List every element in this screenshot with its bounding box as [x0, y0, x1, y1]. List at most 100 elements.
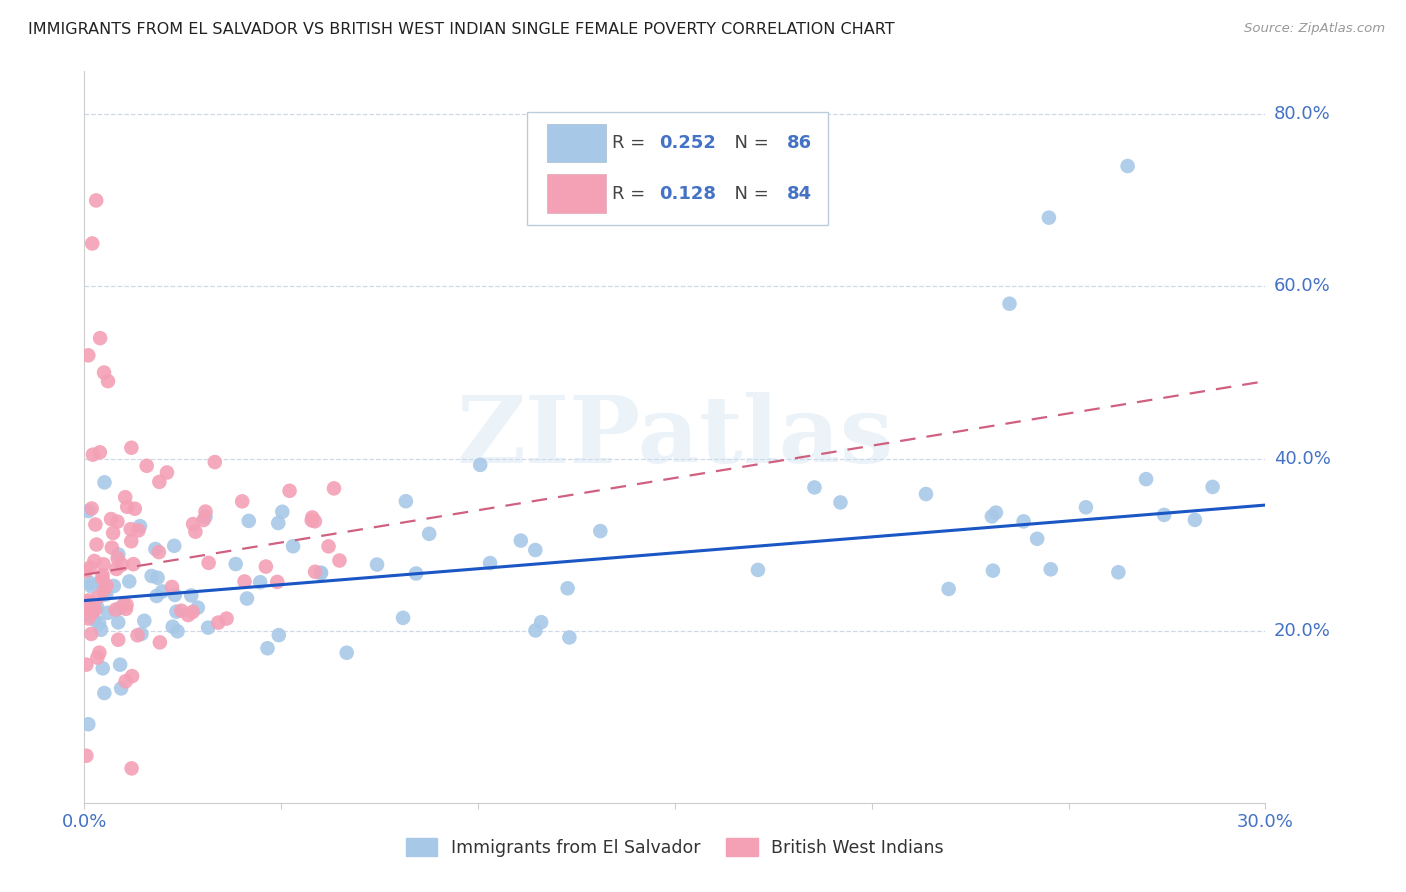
- Point: [747, 563, 769, 577]
- Point: [184, 524, 207, 539]
- Point: [150, 584, 173, 599]
- Point: [114, 674, 136, 689]
- Point: [93, 366, 115, 380]
- Point: [236, 591, 259, 606]
- Point: [156, 466, 179, 480]
- Point: [129, 519, 152, 533]
- Point: [90, 575, 112, 590]
- Point: [146, 571, 169, 585]
- Point: [1135, 472, 1157, 486]
- Point: [115, 602, 138, 616]
- Point: [278, 483, 301, 498]
- Point: [177, 608, 200, 623]
- Text: R =: R =: [612, 185, 651, 202]
- Point: [80, 579, 103, 593]
- Point: [1039, 562, 1062, 576]
- Point: [1026, 532, 1049, 546]
- Point: [366, 558, 388, 572]
- Point: [193, 513, 215, 527]
- Point: [96, 578, 118, 592]
- Point: [197, 556, 219, 570]
- Point: [395, 494, 418, 508]
- Point: [83, 613, 105, 627]
- Point: [107, 615, 129, 630]
- Point: [207, 615, 229, 630]
- Point: [91, 571, 114, 585]
- Point: [145, 589, 167, 603]
- Point: [96, 587, 118, 601]
- Point: [93, 558, 115, 572]
- Text: IMMIGRANTS FROM EL SALVADOR VS BRITISH WEST INDIAN SINGLE FEMALE POVERTY CORRELA: IMMIGRANTS FROM EL SALVADOR VS BRITISH W…: [28, 22, 894, 37]
- Point: [181, 516, 204, 531]
- Text: 20.0%: 20.0%: [1274, 622, 1330, 640]
- Point: [256, 641, 278, 656]
- Point: [114, 490, 136, 504]
- Point: [86, 650, 108, 665]
- Point: [194, 509, 217, 524]
- Point: [82, 236, 104, 251]
- Point: [105, 562, 128, 576]
- Text: 60.0%: 60.0%: [1274, 277, 1330, 295]
- Point: [318, 540, 340, 554]
- Point: [309, 566, 332, 580]
- Point: [166, 624, 188, 639]
- Point: [97, 374, 120, 388]
- Point: [938, 582, 960, 596]
- Point: [104, 602, 127, 616]
- Point: [170, 604, 193, 618]
- Point: [90, 623, 112, 637]
- Point: [135, 458, 157, 473]
- Point: [309, 566, 332, 581]
- Point: [112, 598, 135, 612]
- Point: [163, 588, 186, 602]
- Point: [77, 348, 100, 362]
- FancyBboxPatch shape: [547, 124, 606, 162]
- Point: [470, 458, 492, 472]
- Point: [215, 611, 238, 625]
- Point: [557, 582, 579, 596]
- Point: [91, 568, 114, 582]
- Point: [107, 632, 129, 647]
- Point: [163, 539, 186, 553]
- Point: [1184, 513, 1206, 527]
- Point: [181, 605, 204, 619]
- Point: [75, 564, 97, 578]
- Point: [981, 564, 1004, 578]
- Point: [100, 512, 122, 526]
- Point: [93, 588, 115, 602]
- Point: [266, 574, 288, 589]
- Point: [103, 579, 125, 593]
- Point: [249, 575, 271, 590]
- Point: [82, 448, 104, 462]
- Point: [122, 557, 145, 571]
- Point: [77, 593, 100, 607]
- Point: [86, 600, 108, 615]
- Point: [120, 441, 142, 455]
- Point: [101, 526, 124, 541]
- Point: [115, 500, 138, 514]
- Point: [107, 551, 129, 566]
- Point: [75, 657, 97, 672]
- Point: [110, 681, 132, 696]
- Point: [77, 611, 100, 625]
- Point: [160, 580, 183, 594]
- Point: [392, 611, 415, 625]
- Point: [233, 574, 256, 589]
- Point: [323, 482, 346, 496]
- Point: [93, 583, 115, 598]
- Point: [194, 505, 217, 519]
- Point: [830, 495, 852, 509]
- Point: [165, 605, 187, 619]
- Point: [980, 509, 1002, 524]
- Point: [141, 569, 163, 583]
- Point: [1116, 159, 1139, 173]
- Legend: Immigrants from El Salvador, British West Indians: Immigrants from El Salvador, British Wes…: [399, 831, 950, 863]
- Point: [405, 566, 427, 581]
- Point: [101, 541, 124, 555]
- Point: [803, 480, 825, 494]
- Point: [89, 331, 111, 345]
- Point: [336, 646, 359, 660]
- Point: [162, 620, 184, 634]
- Point: [558, 631, 581, 645]
- Point: [418, 526, 440, 541]
